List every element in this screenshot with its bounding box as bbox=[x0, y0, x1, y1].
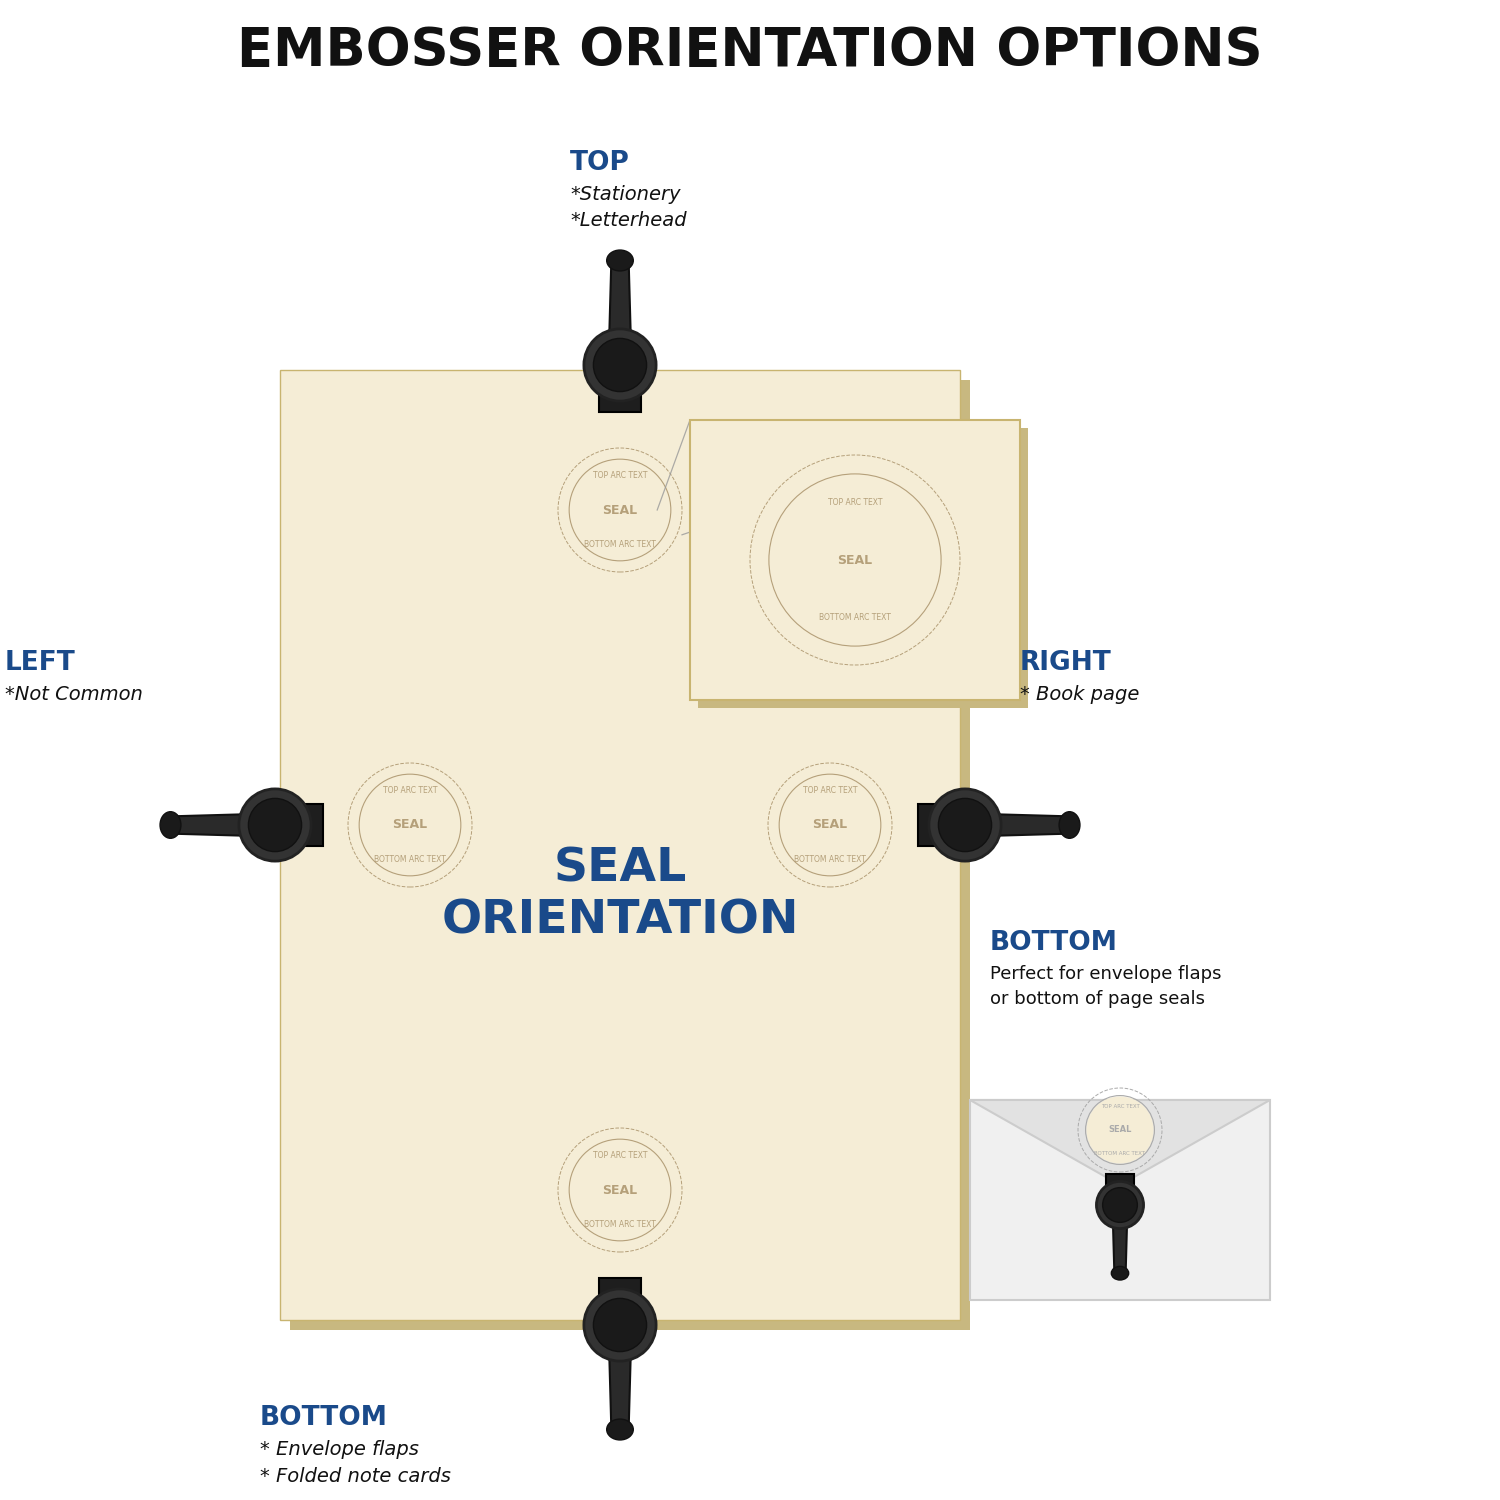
Circle shape bbox=[594, 339, 646, 392]
Ellipse shape bbox=[606, 251, 633, 272]
Ellipse shape bbox=[606, 1419, 633, 1440]
Ellipse shape bbox=[160, 812, 182, 838]
Text: TOP ARC TEXT: TOP ARC TEXT bbox=[382, 786, 436, 795]
Text: * Book page: * Book page bbox=[1020, 686, 1140, 703]
Circle shape bbox=[570, 460, 669, 560]
Text: BOTTOM ARC TEXT: BOTTOM ARC TEXT bbox=[794, 855, 865, 864]
Text: TOP ARC TEXT: TOP ARC TEXT bbox=[592, 1152, 646, 1161]
Circle shape bbox=[249, 798, 302, 852]
Circle shape bbox=[584, 1288, 656, 1360]
Text: *Stationery
*Letterhead: *Stationery *Letterhead bbox=[570, 184, 687, 231]
Circle shape bbox=[771, 476, 939, 644]
Text: RIGHT: RIGHT bbox=[1020, 650, 1112, 676]
Text: EMBOSSER ORIENTATION OPTIONS: EMBOSSER ORIENTATION OPTIONS bbox=[237, 26, 1263, 76]
Text: * Envelope flaps
* Folded note cards: * Envelope flaps * Folded note cards bbox=[260, 1440, 452, 1485]
Polygon shape bbox=[598, 1278, 640, 1324]
Text: Perfect for envelope flaps
or bottom of page seals: Perfect for envelope flaps or bottom of … bbox=[990, 964, 1221, 1008]
Text: TOP ARC TEXT: TOP ARC TEXT bbox=[1101, 1104, 1140, 1110]
Polygon shape bbox=[1112, 1186, 1128, 1274]
Text: TOP: TOP bbox=[570, 150, 630, 176]
FancyBboxPatch shape bbox=[690, 420, 1020, 700]
Polygon shape bbox=[608, 261, 633, 393]
Text: SEAL: SEAL bbox=[1108, 1125, 1131, 1134]
FancyBboxPatch shape bbox=[280, 370, 960, 1320]
Text: TOP ARC TEXT: TOP ARC TEXT bbox=[592, 471, 646, 480]
Polygon shape bbox=[918, 804, 964, 846]
Text: *Not Common: *Not Common bbox=[4, 686, 142, 703]
Circle shape bbox=[238, 789, 310, 861]
Text: SEAL: SEAL bbox=[813, 819, 847, 831]
Circle shape bbox=[780, 776, 879, 874]
Circle shape bbox=[584, 328, 656, 400]
Circle shape bbox=[570, 1140, 669, 1239]
Text: LEFT: LEFT bbox=[4, 650, 75, 676]
Text: SEAL
ORIENTATION: SEAL ORIENTATION bbox=[441, 846, 798, 944]
Text: TOP ARC TEXT: TOP ARC TEXT bbox=[802, 786, 856, 795]
Polygon shape bbox=[1107, 1174, 1134, 1204]
Text: SEAL: SEAL bbox=[603, 1184, 638, 1197]
Polygon shape bbox=[274, 804, 322, 846]
Text: BOTTOM ARC TEXT: BOTTOM ARC TEXT bbox=[819, 614, 891, 622]
Text: BOTTOM: BOTTOM bbox=[260, 1406, 388, 1431]
FancyBboxPatch shape bbox=[698, 427, 1028, 708]
Polygon shape bbox=[970, 1100, 1270, 1185]
Text: TOP ARC TEXT: TOP ARC TEXT bbox=[828, 498, 882, 507]
Circle shape bbox=[939, 798, 992, 852]
Text: SEAL: SEAL bbox=[603, 504, 638, 516]
Circle shape bbox=[1086, 1096, 1154, 1164]
FancyBboxPatch shape bbox=[970, 1100, 1270, 1300]
Text: BOTTOM ARC TEXT: BOTTOM ARC TEXT bbox=[374, 855, 446, 864]
Polygon shape bbox=[936, 813, 1070, 837]
Circle shape bbox=[928, 789, 1000, 861]
Polygon shape bbox=[171, 813, 303, 837]
Polygon shape bbox=[598, 364, 640, 413]
Text: BOTTOM: BOTTOM bbox=[990, 930, 1118, 956]
Circle shape bbox=[360, 776, 459, 874]
FancyBboxPatch shape bbox=[290, 380, 970, 1330]
Text: BOTTOM ARC TEXT: BOTTOM ARC TEXT bbox=[1095, 1150, 1146, 1155]
Circle shape bbox=[594, 1299, 646, 1352]
Ellipse shape bbox=[1112, 1266, 1128, 1280]
Circle shape bbox=[1096, 1182, 1143, 1228]
Text: SEAL: SEAL bbox=[393, 819, 427, 831]
Text: BOTTOM ARC TEXT: BOTTOM ARC TEXT bbox=[584, 540, 656, 549]
Text: SEAL: SEAL bbox=[837, 554, 873, 567]
Ellipse shape bbox=[1059, 812, 1080, 838]
Circle shape bbox=[1102, 1188, 1137, 1222]
Polygon shape bbox=[608, 1296, 633, 1430]
Text: BOTTOM ARC TEXT: BOTTOM ARC TEXT bbox=[584, 1220, 656, 1228]
